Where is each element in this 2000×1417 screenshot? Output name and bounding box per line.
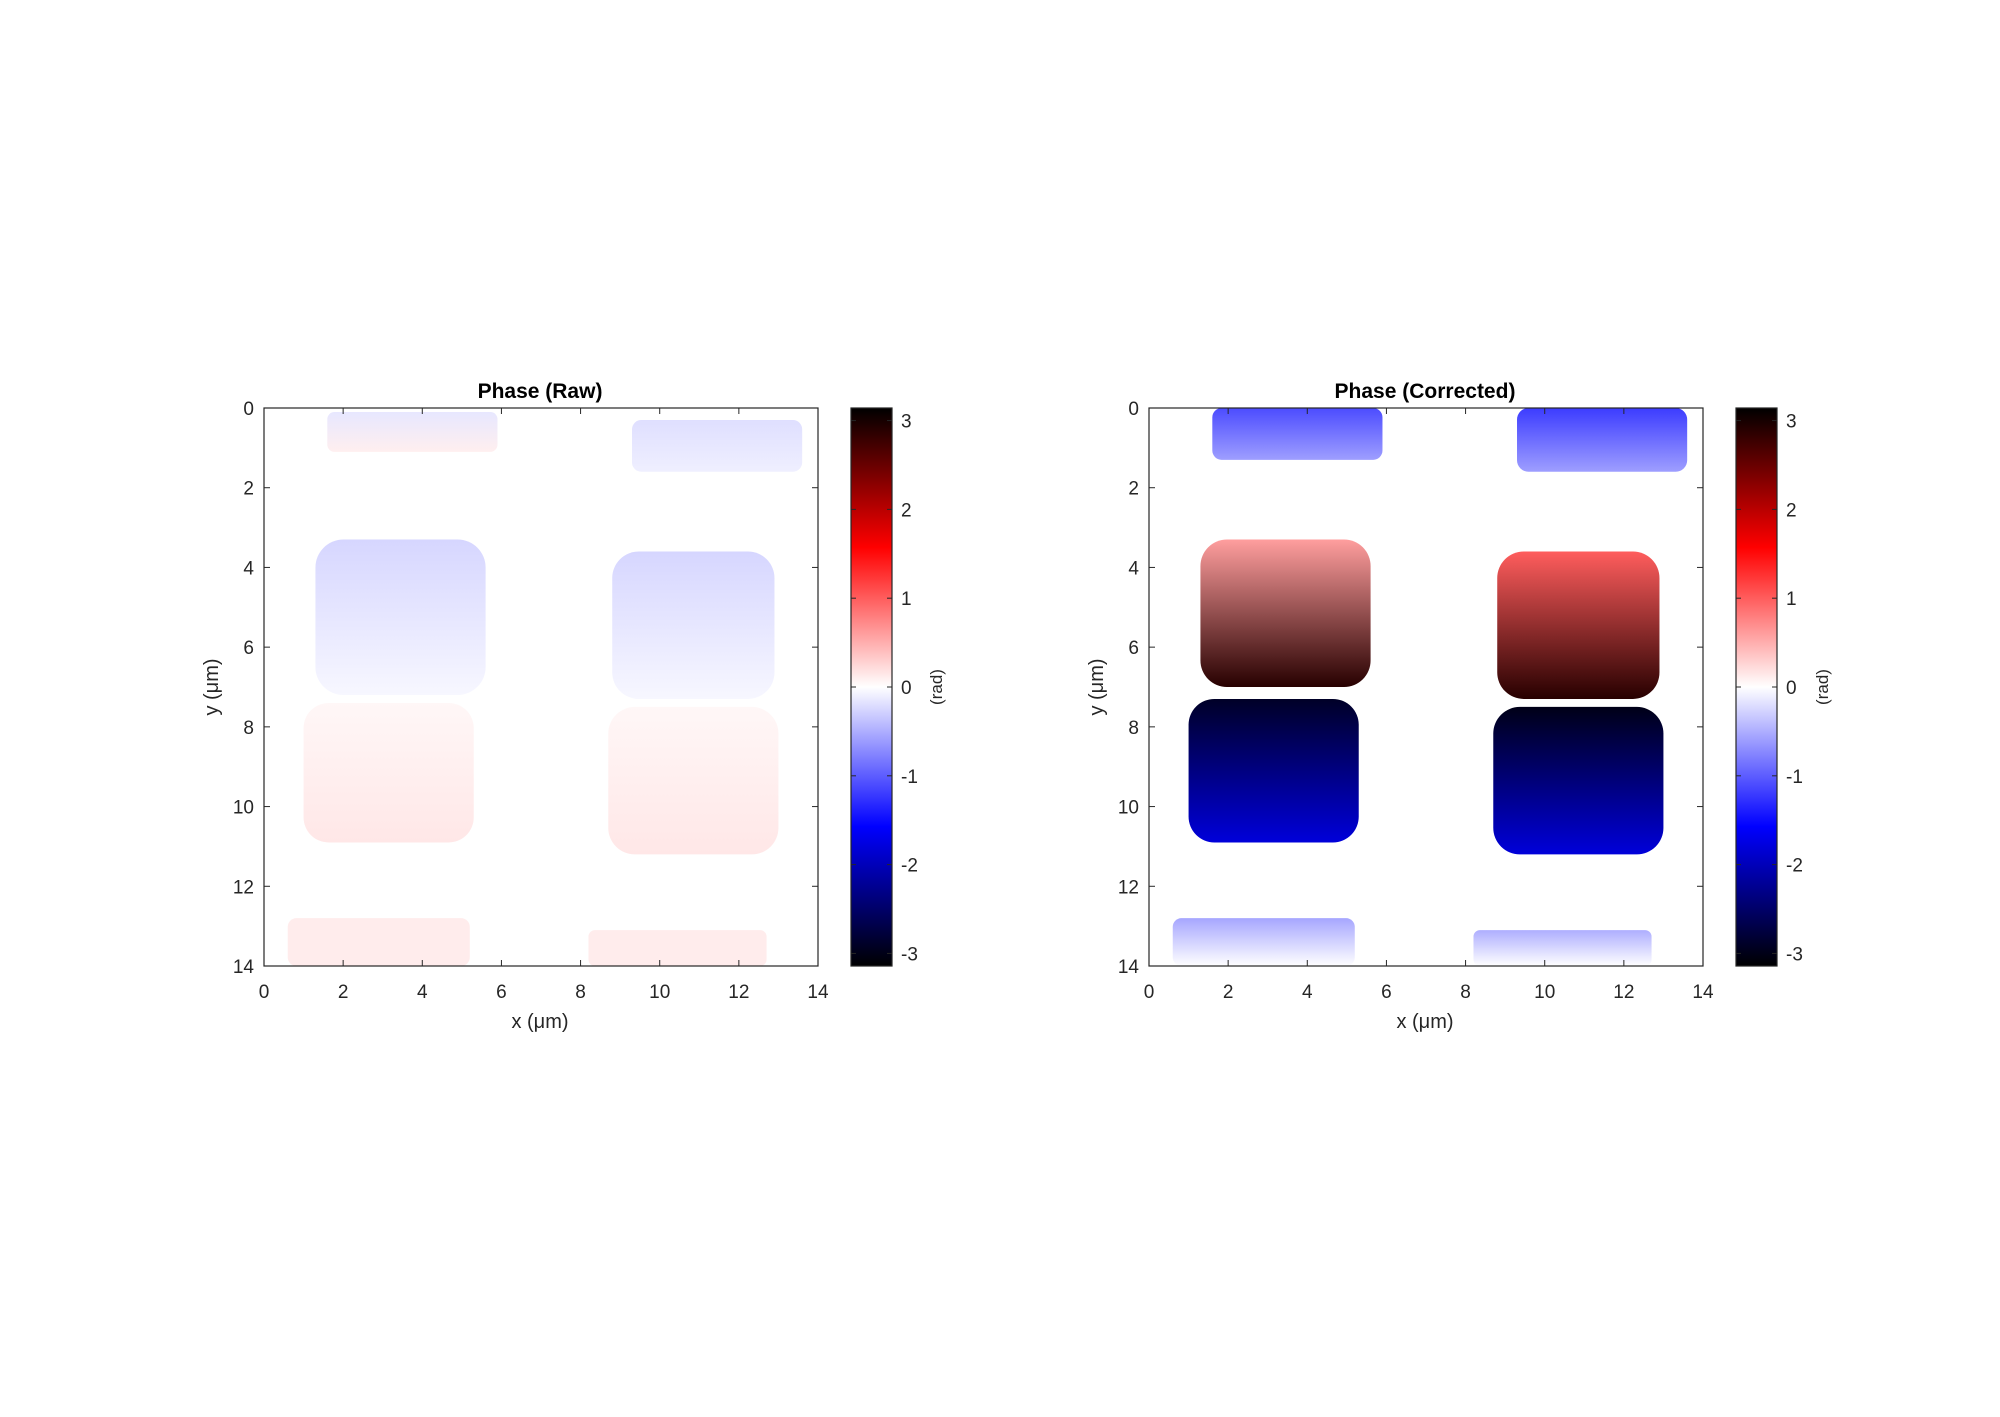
x-tick-label: 4 [417, 982, 428, 1003]
colorbar-tick-label: 0 [1786, 678, 1797, 699]
x-axis: 0 2 4 6 8 10 12 14 [259, 408, 829, 1003]
y-tick-label: 4 [243, 558, 254, 579]
y-axis-label: y (μm) [1086, 658, 1108, 715]
axes-box [263, 407, 819, 967]
x-axis-label: x (μm) [1396, 1011, 1453, 1033]
x-tick-label: 12 [728, 982, 749, 1003]
phase-region [315, 539, 486, 695]
axes-box [1148, 407, 1704, 967]
panel-corrected: Phase (Corrected) 0 2 4 6 8 10 12 14 0246810121… [1086, 380, 1832, 1033]
colorbar-tick-label: -2 [1786, 856, 1803, 877]
phase-region [1517, 408, 1688, 472]
colorbar-label: (rad) [1813, 669, 1832, 705]
x-tick-label: 12 [1613, 982, 1634, 1003]
colorbar-tick-label: 1 [1786, 589, 1797, 610]
x-tick-label: 2 [1223, 982, 1234, 1003]
y-tick-label: 14 [1118, 957, 1140, 978]
x-tick-label: 10 [649, 982, 670, 1003]
x-tick-label: 0 [1144, 982, 1155, 1003]
x-tick-label: 4 [1302, 982, 1313, 1003]
colorbar: 3 2 1 0 -1 -2 -3 [1735, 407, 1803, 967]
colorbar-gradient [1735, 407, 1778, 967]
y-tick-label: 2 [243, 479, 254, 500]
colorbar-tick-label: 2 [901, 500, 912, 521]
x-tick-label: 10 [1534, 982, 1555, 1003]
y-tick-label: 10 [233, 798, 254, 819]
phase-region [303, 702, 474, 843]
y-tick-label: 6 [243, 638, 254, 659]
phase-region [608, 706, 779, 855]
phase-region [588, 930, 767, 966]
x-tick-label: 8 [1460, 982, 1471, 1003]
chart-title: Phase (Corrected) [1335, 380, 1516, 403]
y-tick-label: 12 [1118, 877, 1139, 898]
phase-region [1473, 930, 1652, 966]
phase-region [1493, 706, 1664, 855]
x-tick-label: 0 [259, 982, 270, 1003]
colorbar-tick-label: 1 [901, 589, 912, 610]
y-tick-label: 8 [243, 718, 254, 739]
x-tick-label: 14 [807, 982, 829, 1003]
y-axis: 0 2 4 6 8 10 12 14 [233, 399, 818, 978]
x-tick-label: 2 [338, 982, 349, 1003]
colorbar-label: (rad) [927, 669, 946, 705]
phase-region [632, 419, 803, 472]
y-tick-label: 6 [1128, 638, 1139, 659]
phase-region [1200, 539, 1371, 687]
phase-region [1188, 698, 1359, 843]
phase-region [327, 411, 498, 452]
phase-region [287, 918, 470, 966]
colorbar-tick-label: 3 [901, 412, 912, 433]
colorbar-tick-label: 2 [1786, 500, 1797, 521]
phase-region [1172, 918, 1355, 966]
colorbar: 3 2 1 0 -1 -2 -3 [850, 407, 918, 967]
x-axis-label: x (μm) [511, 1011, 568, 1033]
x-tick-label: 6 [496, 982, 507, 1003]
y-tick-label: 4 [1128, 558, 1139, 579]
y-axis: 0 2 4 6 8 10 12 14 [1118, 399, 1703, 978]
phase-region [1212, 408, 1383, 460]
phase-region [1497, 551, 1660, 699]
plot-area [263, 407, 819, 967]
colorbar-gradient [850, 407, 893, 967]
plot-area [1148, 407, 1704, 967]
y-tick-label: 14 [233, 957, 255, 978]
colorbar-tick-label: -1 [1786, 767, 1803, 788]
x-tick-label: 14 [1692, 982, 1714, 1003]
x-tick-label: 8 [575, 982, 586, 1003]
y-tick-label: 12 [233, 877, 254, 898]
y-tick-label: 0 [1128, 399, 1139, 420]
chart-title: Phase (Raw) [478, 380, 603, 403]
y-tick-label: 10 [1118, 798, 1139, 819]
colorbar-tick-label: 3 [1786, 412, 1797, 433]
y-axis-label: y (μm) [201, 658, 223, 715]
y-tick-label: 2 [1128, 479, 1139, 500]
colorbar-tick-label: 0 [901, 678, 912, 699]
x-axis: 0 2 4 6 8 10 12 14 [1144, 408, 1714, 1003]
colorbar-tick-label: -2 [901, 856, 918, 877]
phase-region [612, 551, 775, 699]
y-tick-label: 0 [243, 399, 254, 420]
x-tick-label: 6 [1381, 982, 1392, 1003]
colorbar-tick-label: -3 [901, 944, 918, 965]
y-tick-label: 8 [1128, 718, 1139, 739]
colorbar-tick-label: -1 [901, 767, 918, 788]
colorbar-tick-label: -3 [1786, 944, 1803, 965]
